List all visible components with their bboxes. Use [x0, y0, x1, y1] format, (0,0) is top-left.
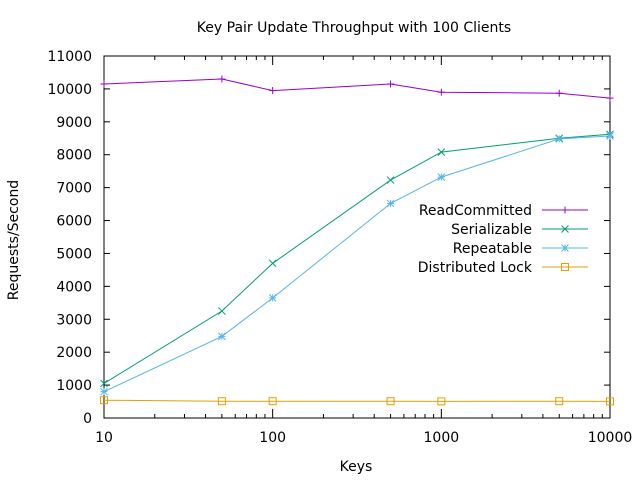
x-axis: 10 100 1000 10000 — [95, 56, 632, 446]
data-point-repeatable — [555, 135, 564, 143]
series-line-repeatable — [103, 135, 611, 393]
data-point-distributed-lock — [100, 396, 108, 405]
y-tick-label: 0 — [83, 411, 92, 427]
data-point-repeatable — [386, 199, 395, 208]
y-tick-label: 10000 — [47, 82, 92, 98]
data-point-distributed-lock — [217, 397, 226, 406]
y-tick-label: 6000 — [56, 214, 92, 230]
data-point-serializable — [386, 176, 395, 184]
y-axis: 0 1000 2000 3000 4000 5000 6000 7000 8000 9000 100… — [47, 49, 610, 427]
data-point-readcommitted — [555, 89, 563, 97]
data-point-distributed-lock — [555, 397, 564, 406]
legend-label-distributed-lock: Distributed Lock — [418, 260, 533, 276]
x-tick-label: 10 — [95, 430, 113, 446]
data-point-serializable — [218, 307, 226, 315]
data-point-distributed-lock — [606, 397, 614, 406]
y-tick-label: 4000 — [56, 279, 92, 295]
legend-label-serializable: Serializable — [451, 222, 532, 238]
legend: ReadCommitted Serializable Repeatable Distr… — [418, 203, 588, 276]
data-point-repeatable — [437, 173, 446, 181]
data-point-readcommitted — [387, 80, 395, 88]
data-point-repeatable — [268, 294, 277, 302]
series-line-readcommitted — [103, 78, 611, 99]
y-tick-label: 11000 — [47, 49, 92, 65]
data-point-readcommitted — [100, 80, 108, 88]
y-axis-label: Requests/Second — [6, 180, 22, 300]
x-axis-label: Keys — [340, 459, 373, 475]
series-line-serializable — [103, 133, 611, 384]
data-point-distributed-lock — [437, 397, 446, 406]
legend-label-readcommitted: ReadCommitted — [419, 203, 532, 219]
data-point-serializable — [268, 259, 277, 268]
legend-label-repeatable: Repeatable — [453, 241, 532, 257]
y-tick-label: 3000 — [56, 312, 92, 328]
series-line-distributed-lock — [103, 399, 611, 402]
data-point-serializable — [100, 379, 108, 388]
legend-marker-distributed-lock — [561, 263, 569, 271]
data-point-serializable — [437, 148, 446, 156]
x-tick-label: 10000 — [588, 430, 633, 446]
legend-marker-repeatable — [561, 244, 569, 252]
y-tick-label: 2000 — [56, 345, 92, 361]
legend-marker-serializable — [561, 225, 569, 233]
data-point-readcommitted — [269, 87, 277, 95]
y-tick-label: 9000 — [56, 115, 92, 131]
data-point-distributed-lock — [386, 397, 395, 406]
data-point-distributed-lock — [268, 397, 277, 406]
y-tick-label: 8000 — [56, 148, 92, 164]
x-tick-label: 100 — [259, 430, 286, 446]
plot-frame — [103, 55, 611, 419]
series-layer — [100, 75, 614, 406]
data-point-readcommitted — [218, 75, 226, 83]
y-tick-label: 5000 — [56, 246, 92, 262]
y-tick-label: 7000 — [56, 181, 92, 197]
data-point-repeatable — [100, 387, 108, 396]
x-tick-label: 1000 — [424, 430, 460, 446]
y-tick-label: 1000 — [56, 378, 92, 394]
data-point-repeatable — [218, 332, 226, 341]
data-point-repeatable — [606, 132, 614, 140]
data-point-readcommitted — [437, 88, 445, 96]
legend-marker-readcommitted — [561, 206, 569, 214]
chart-title: Key Pair Update Throughput with 100 Clie… — [197, 20, 511, 36]
data-point-readcommitted — [606, 94, 614, 102]
